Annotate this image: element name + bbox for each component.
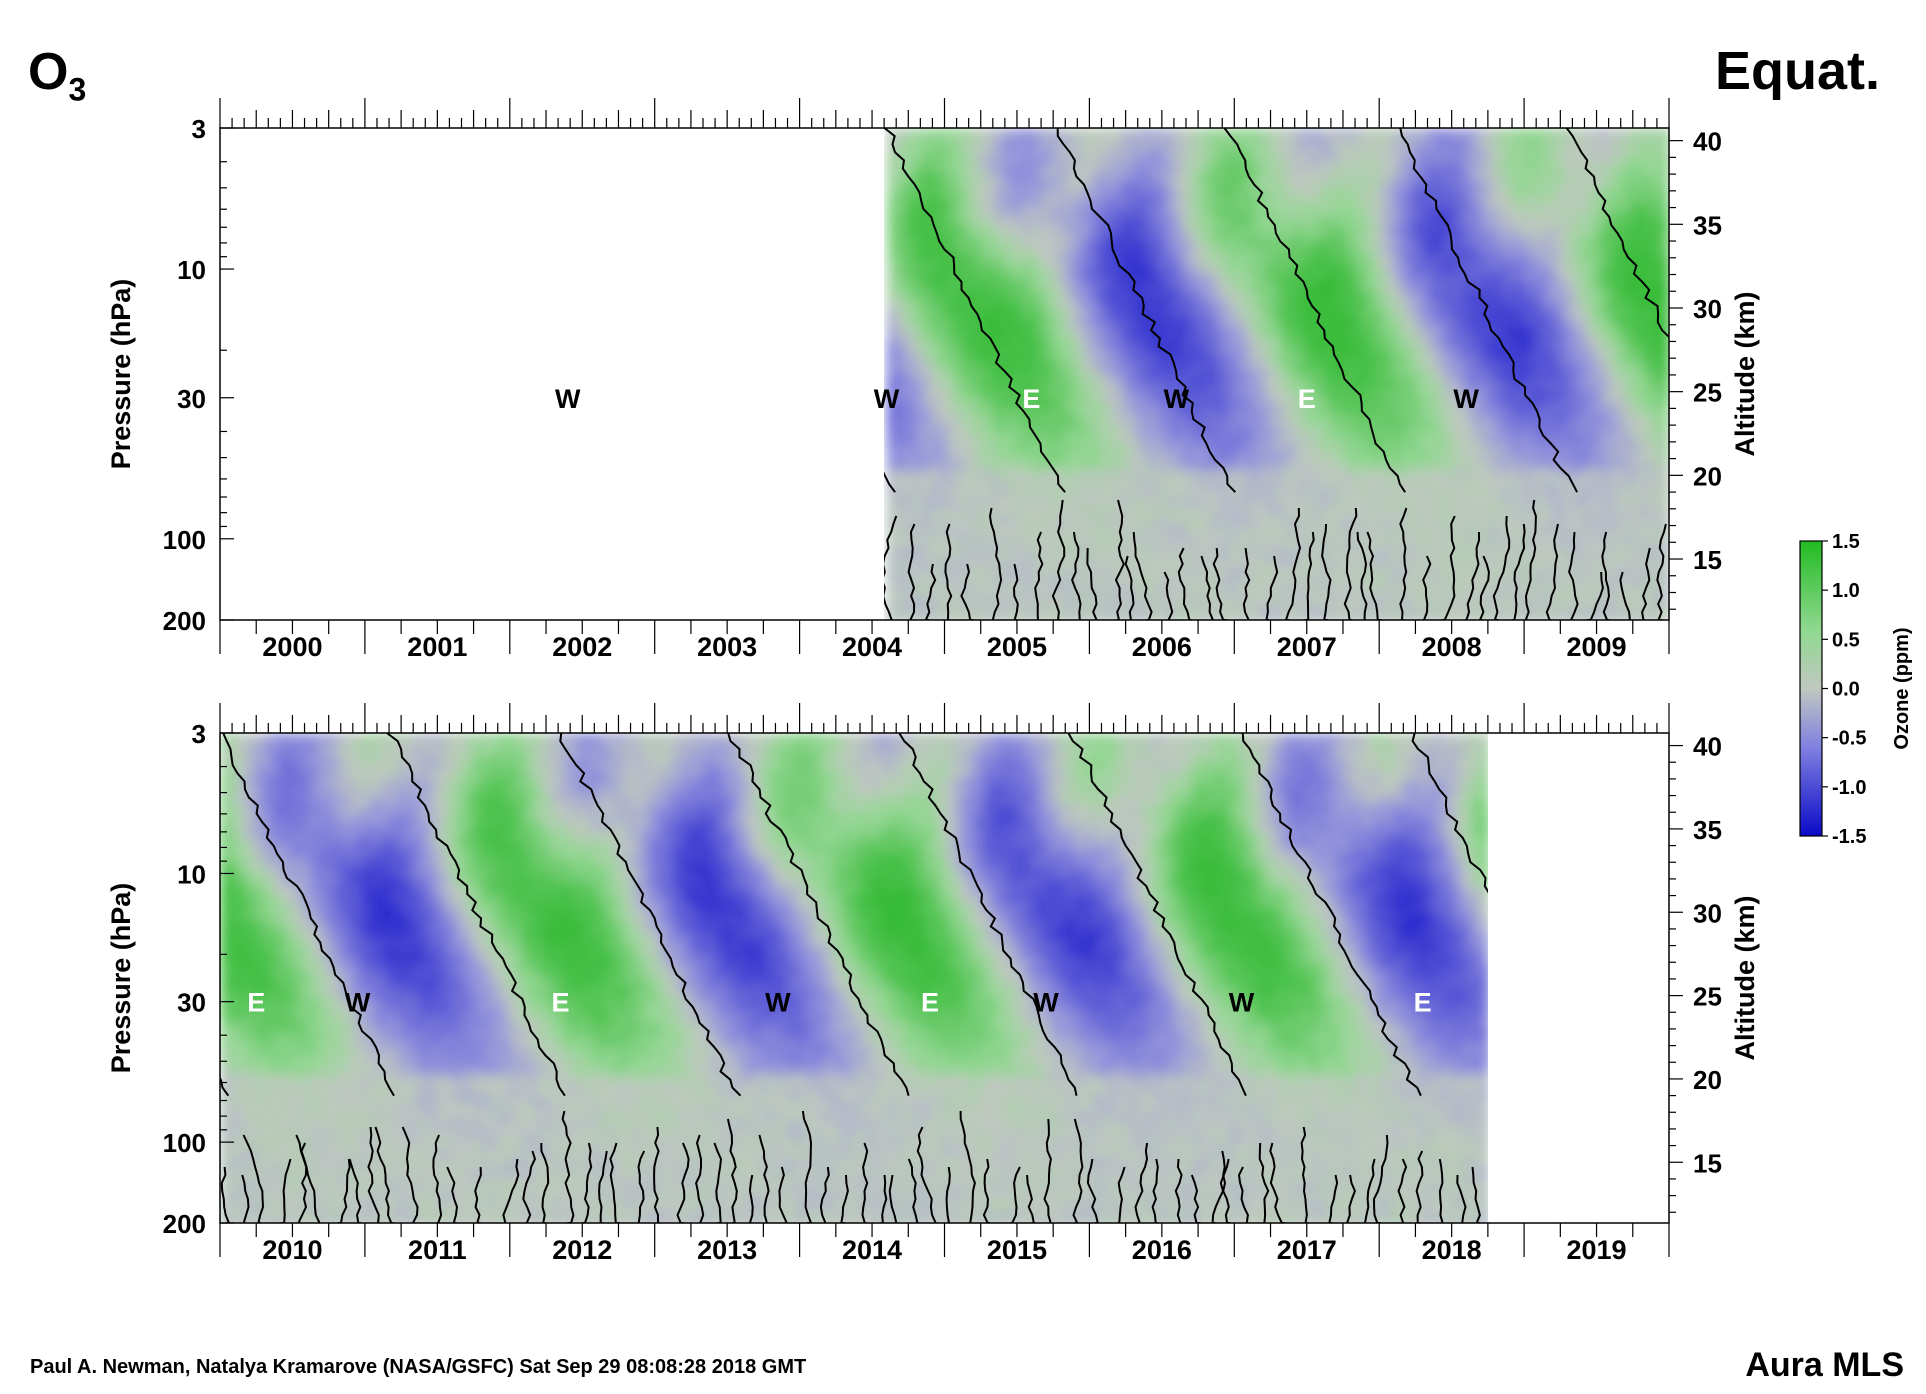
qbo-phase-label: W — [1453, 384, 1479, 414]
chart-panel-bottom: 3 10 30 100 200 Pressure (hPa) 15 20 25 30 35 40 Alt… — [106, 703, 1760, 1265]
colorbar-tick-label: 1.0 — [1832, 580, 1860, 602]
contour-lines — [884, 128, 1669, 493]
year-tick-label: 2000 — [262, 632, 322, 662]
year-tick-label: 2013 — [697, 1235, 757, 1265]
pressure-tick-label: 200 — [163, 1209, 206, 1239]
heatmap-field — [886, 128, 1669, 620]
altitude-tick-label: 15 — [1693, 545, 1722, 575]
pressure-tick-label: 100 — [163, 1128, 206, 1158]
chart-panel-top: 3 10 30 100 200 Pressure (hPa) 15 20 25 30 35 40 Alt… — [106, 98, 1760, 662]
altitude-tick-label: 40 — [1693, 127, 1722, 157]
year-tick-label: 2003 — [697, 632, 757, 662]
year-tick-label: 2018 — [1422, 1235, 1482, 1265]
qbo-phase-label: E — [1298, 384, 1316, 414]
heatmap-field — [220, 733, 1488, 1223]
colorbar-tick-label: 1.5 — [1832, 531, 1860, 553]
year-tick-label: 2015 — [987, 1235, 1047, 1265]
altitude-axis-ticks — [1669, 140, 1683, 610]
colorbar — [1799, 540, 1823, 837]
altitude-axis-label: Altitude (km) — [1730, 896, 1760, 1061]
species-main: O — [28, 43, 69, 101]
colorbar-tick-label: 0.5 — [1832, 629, 1860, 651]
pressure-axis-ticks — [220, 127, 234, 621]
qbo-phase-label: E — [552, 988, 570, 1018]
year-tick-label: 2017 — [1277, 1235, 1337, 1265]
time-axis-ticks — [219, 98, 1670, 654]
altitude-axis-ticks — [1669, 744, 1683, 1213]
year-tick-label: 2009 — [1567, 632, 1627, 662]
year-tick-label: 2016 — [1132, 1235, 1192, 1265]
year-tick-label: 2005 — [987, 632, 1047, 662]
year-tick-label: 2006 — [1132, 632, 1192, 662]
pressure-tick-label: 3 — [192, 114, 206, 144]
species-title: O3 — [28, 42, 86, 108]
tropopause-contours — [884, 499, 1667, 620]
qbo-phase-label: E — [247, 988, 265, 1018]
altitude-tick-label: 20 — [1693, 461, 1722, 491]
altitude-tick-label: 35 — [1693, 210, 1722, 240]
altitude-tick-label: 40 — [1693, 732, 1722, 762]
altitude-tick-label: 15 — [1693, 1148, 1722, 1178]
altitude-tick-label: 30 — [1693, 898, 1722, 928]
pressure-tick-label: 3 — [192, 719, 206, 749]
pressure-tick-label: 30 — [177, 384, 206, 414]
year-tick-label: 2008 — [1422, 632, 1482, 662]
species-subscript: 3 — [68, 71, 87, 108]
colorbar-label: Ozone (ppm) — [1891, 627, 1913, 749]
year-tick-label: 2019 — [1567, 1235, 1627, 1265]
pressure-tick-label: 200 — [163, 606, 206, 636]
pressure-tick-label: 30 — [177, 988, 206, 1018]
colorbar-tick-label: -1.0 — [1832, 777, 1866, 799]
qbo-phase-label: W — [1033, 988, 1059, 1018]
region-title: Equat. — [1714, 41, 1880, 101]
year-tick-label: 2007 — [1277, 632, 1337, 662]
credit-line: Paul A. Newman, Natalya Kramarove (NASA/… — [30, 1356, 807, 1378]
heatmap-cells — [220, 733, 1488, 1223]
year-tick-label: 2012 — [552, 1235, 612, 1265]
qbo-phase-label: E — [1022, 384, 1040, 414]
qbo-phase-label: W — [345, 988, 371, 1018]
year-tick-label: 2010 — [262, 1235, 322, 1265]
contour-lines — [220, 733, 1488, 1097]
colorbar-tick-label: 0.0 — [1832, 679, 1860, 701]
year-tick-label: 2014 — [842, 1235, 902, 1265]
qbo-phase-label: E — [921, 988, 939, 1018]
year-tick-label: 2002 — [552, 632, 612, 662]
pressure-tick-label: 10 — [177, 255, 206, 285]
pressure-axis-ticks — [220, 732, 234, 1224]
qbo-phase-label: W — [1229, 988, 1255, 1018]
instrument-label: Aura MLS — [1745, 1346, 1904, 1384]
year-tick-label: 2001 — [407, 632, 467, 662]
altitude-axis-label: Altitude (km) — [1730, 292, 1760, 457]
year-tick-label: 2004 — [842, 632, 902, 662]
altitude-tick-label: 35 — [1693, 815, 1722, 845]
heatmap-cells — [886, 128, 1669, 620]
altitude-tick-label: 25 — [1693, 378, 1722, 408]
altitude-tick-label: 30 — [1693, 294, 1722, 324]
pressure-axis-label: Pressure (hPa) — [106, 883, 136, 1074]
pressure-axis-label: Pressure (hPa) — [106, 279, 136, 470]
tropopause-contours — [220, 1110, 1481, 1223]
colorbar-tick-label: -0.5 — [1832, 728, 1866, 750]
year-tick-label: 2011 — [408, 1235, 467, 1265]
qbo-phase-label: W — [874, 384, 900, 414]
pressure-tick-label: 10 — [177, 859, 206, 889]
pressure-tick-label: 100 — [163, 525, 206, 555]
time-axis-ticks — [219, 703, 1670, 1257]
qbo-phase-label: W — [765, 988, 791, 1018]
qbo-phase-label: E — [1414, 988, 1432, 1018]
qbo-phase-label: W — [555, 384, 581, 414]
altitude-tick-label: 25 — [1693, 982, 1722, 1012]
altitude-tick-label: 20 — [1693, 1065, 1722, 1095]
qbo-phase-label: W — [1164, 384, 1190, 414]
colorbar-tick-label: -1.5 — [1832, 826, 1866, 848]
